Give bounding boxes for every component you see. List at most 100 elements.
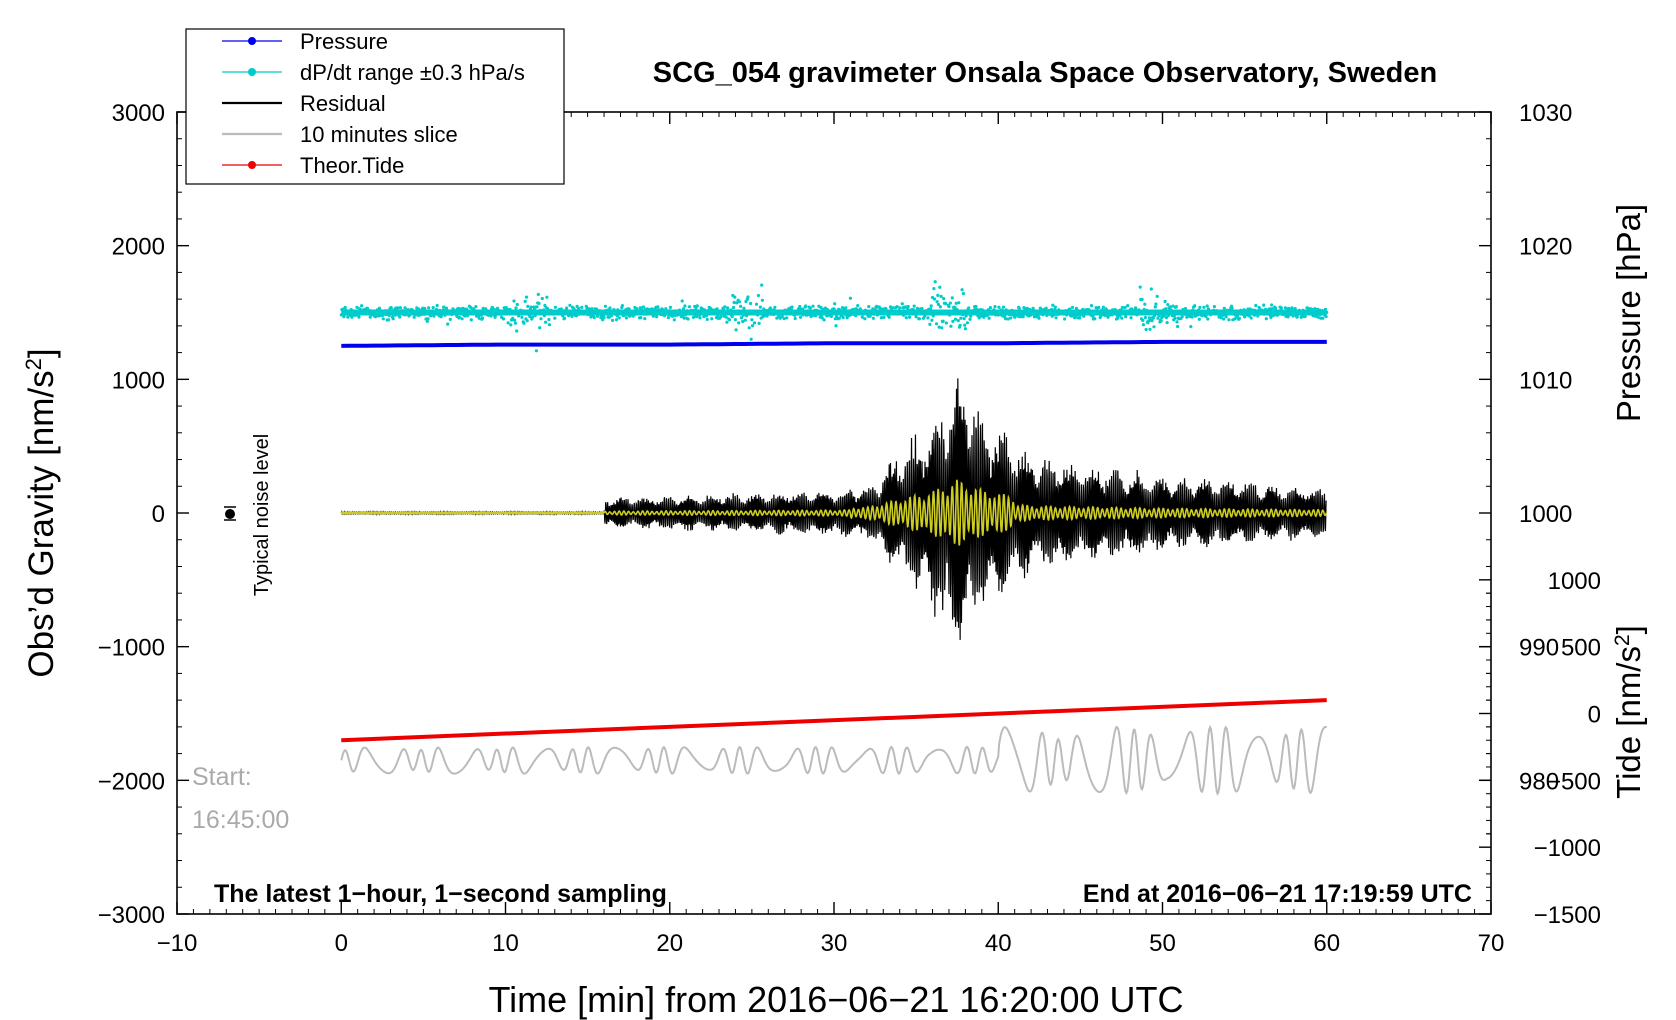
dpdt-point: [1120, 317, 1123, 320]
dpdt-point: [750, 338, 753, 341]
dpdt-point: [898, 306, 901, 309]
dpdt-point: [757, 294, 760, 297]
dpdt-point: [844, 306, 847, 309]
dpdt-point: [526, 305, 529, 308]
dpdt-point: [748, 326, 751, 329]
dpdt-point: [988, 317, 991, 320]
dpdt-point: [1164, 300, 1167, 303]
dpdt-point: [541, 297, 544, 300]
dpdt-point: [604, 305, 607, 308]
dpdt-point: [507, 321, 510, 324]
y-left-tick-label: 2000: [112, 234, 165, 261]
dpdt-point: [602, 316, 605, 319]
dpdt-point: [725, 321, 728, 324]
dpdt-point: [856, 304, 859, 307]
dpdt-point: [399, 306, 402, 309]
dpdt-band: [341, 310, 1327, 316]
dpdt-point: [750, 318, 753, 321]
dpdt-point: [522, 322, 525, 325]
dpdt-point: [1018, 307, 1021, 310]
dpdt-point: [1063, 317, 1066, 320]
dpdt-point: [735, 328, 738, 331]
dpdt-point: [656, 305, 659, 308]
dpdt-point: [449, 318, 452, 321]
dpdt-point: [537, 302, 540, 305]
dpdt-point: [888, 316, 891, 319]
dpdt-point: [863, 317, 866, 320]
dpdt-point: [964, 327, 967, 330]
dpdt-point: [1093, 317, 1096, 320]
dpdt-point: [1090, 304, 1093, 307]
dpdt-point: [547, 318, 550, 321]
dpdt-point: [907, 305, 910, 308]
dpdt-point: [804, 304, 807, 307]
dpdt-point: [1296, 316, 1299, 319]
dpdt-point: [615, 318, 618, 321]
dpdt-point: [387, 318, 390, 321]
noise-point: [225, 509, 235, 519]
dpdt-point: [1045, 307, 1048, 310]
chart-title: SCG_054 gravimeter Onsala Space Observat…: [653, 57, 1437, 89]
x-tick-label: 60: [1313, 930, 1340, 957]
dpdt-point: [940, 295, 943, 298]
dpdt-point: [1191, 315, 1194, 318]
dpdt-point: [1129, 316, 1132, 319]
dpdt-point: [1213, 305, 1216, 308]
dpdt-point: [1124, 306, 1127, 309]
dpdt-point: [392, 317, 395, 320]
dpdt-point: [737, 321, 740, 324]
dpdt-point: [357, 316, 360, 319]
dpdt-point: [1126, 304, 1129, 307]
dpdt-point: [687, 317, 690, 320]
dpdt-point: [1139, 286, 1142, 289]
dpdt-point: [688, 305, 691, 308]
dpdt-point: [1270, 303, 1273, 306]
dpdt-point: [1321, 317, 1324, 320]
dpdt-point: [611, 319, 614, 322]
dpdt-point: [643, 317, 646, 320]
y-tide-tick-label: 500: [1561, 635, 1601, 662]
dpdt-point: [1009, 316, 1012, 319]
y-left-tick-label: −2000: [98, 768, 165, 795]
dpdt-point: [901, 302, 904, 305]
dpdt-point: [1290, 306, 1293, 309]
dpdt-point: [1231, 307, 1234, 310]
dpdt-point: [526, 319, 529, 322]
y-tide-tick-label: 1000: [1548, 568, 1601, 595]
dpdt-point: [553, 317, 556, 320]
dpdt-point: [734, 318, 737, 321]
dpdt-point: [974, 305, 977, 308]
dpdt-point: [608, 306, 611, 309]
x-tick-label: −10: [157, 930, 198, 957]
dpdt-point: [834, 324, 837, 327]
dpdt-point: [563, 317, 566, 320]
dpdt-point: [1051, 304, 1054, 307]
dpdt-point: [525, 296, 528, 299]
dpdt-point: [1143, 303, 1146, 306]
dpdt-point: [531, 316, 534, 319]
dpdt-point: [915, 315, 918, 318]
dpdt-point: [1154, 302, 1157, 305]
dpdt-point: [728, 318, 731, 321]
dpdt-point: [993, 305, 996, 308]
dpdt-point: [535, 305, 538, 308]
dpdt-point: [928, 323, 931, 326]
dpdt-point: [696, 304, 699, 307]
dpdt-point: [514, 306, 517, 309]
y-axis-tide-label: Tide [nm/s2]: [1610, 625, 1647, 799]
dpdt-point: [1022, 315, 1025, 318]
legend-dot-pressure: [248, 37, 256, 45]
y-tide-tick-label: −1000: [1534, 835, 1601, 862]
dpdt-point: [905, 316, 908, 319]
y-pressure-tick-label: 990: [1519, 635, 1559, 662]
dpdt-point: [481, 317, 484, 320]
y-pressure-tick-label: 1030: [1519, 100, 1572, 127]
dpdt-point: [1265, 317, 1268, 320]
dpdt-point: [997, 306, 1000, 309]
dpdt-point: [1160, 319, 1163, 322]
dpdt-point: [1142, 323, 1145, 326]
dpdt-point: [625, 316, 628, 319]
dpdt-point: [794, 317, 797, 320]
dpdt-point: [655, 315, 658, 318]
dpdt-point: [1176, 325, 1179, 328]
